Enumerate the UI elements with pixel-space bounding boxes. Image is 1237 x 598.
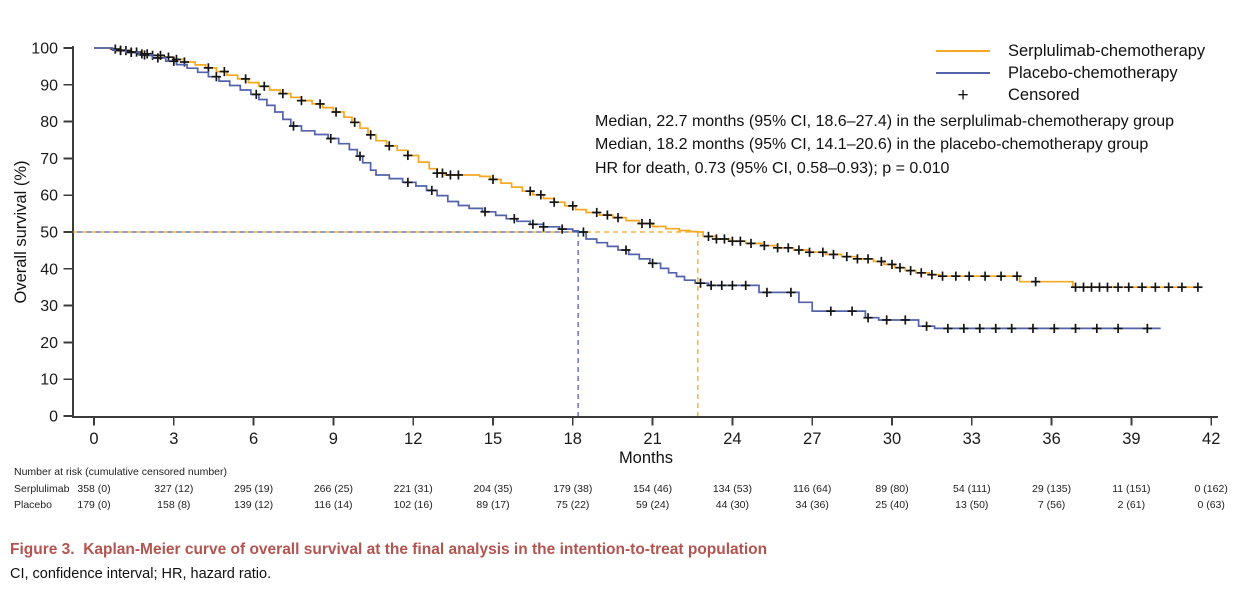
y-tick-label: 80 [40, 114, 58, 131]
x-tick-label: 15 [484, 430, 502, 448]
x-tick-label: 27 [803, 430, 821, 448]
risk-row-label-serplulimab: Serplulimab [14, 483, 70, 495]
x-tick-label: 33 [963, 430, 981, 448]
placebo-censor-marks [116, 45, 1152, 334]
risk-cell: 29 (135) [1032, 483, 1072, 495]
risk-cell: 89 (80) [875, 483, 909, 495]
median-reference-lines [73, 231, 699, 416]
risk-cell: 59 (24) [635, 499, 670, 511]
placebo-curve [94, 47, 1161, 330]
risk-row-label-placebo: Placebo [14, 499, 52, 511]
risk-cell: 179 (0) [77, 499, 111, 511]
risk-cell: 34 (36) [795, 499, 829, 511]
x-tick-label: 18 [564, 430, 582, 448]
y-tick-label: 60 [40, 188, 58, 205]
risk-table-header: Number at risk (cumulative censored numb… [14, 466, 227, 478]
risk-cell: 7 (56) [1037, 499, 1066, 511]
risk-cell: 204 (35) [473, 483, 513, 495]
y-tick-label: 20 [40, 335, 58, 352]
risk-cell: 221 (31) [393, 483, 433, 495]
risk-cell: 154 (46) [633, 483, 673, 495]
x-tick-label: 36 [1042, 430, 1060, 448]
risk-cell: 89 (17) [476, 499, 510, 511]
y-axis-title: Overall survival (%) [12, 160, 30, 303]
legend-item-serplulimab: Serplulimab-chemotherapy [930, 40, 1235, 62]
annotation-line-hazard-ratio: HR for death, 0.73 (95% CI, 0.58–0.93); … [595, 159, 950, 177]
legend-label-censored: Censored [1008, 85, 1080, 104]
x-tick-label: 42 [1202, 430, 1220, 448]
risk-cell: 179 (38) [553, 483, 593, 495]
risk-cell: 358 (0) [77, 483, 111, 495]
annotation-line-serplulimab-median: Median, 22.7 months (95% CI, 18.6–27.4) … [595, 113, 1174, 130]
risk-cell: 75 (22) [556, 499, 590, 511]
risk-cell: 327 (12) [154, 483, 194, 495]
x-tick-label: 24 [723, 430, 741, 448]
risk-cell: 116 (14) [314, 499, 353, 511]
legend: Serplulimab-chemotherapy Placebo-chemoth… [930, 40, 1235, 106]
y-tick-label: 90 [40, 77, 58, 94]
risk-cell: 13 (50) [955, 499, 989, 511]
risk-cell: 266 (25) [313, 483, 353, 495]
legend-item-placebo: Placebo-chemotherapy [930, 62, 1235, 84]
risk-cell: 11 (151) [1112, 483, 1151, 495]
x-tick-label: 12 [404, 430, 422, 448]
risk-cell: 44 (30) [715, 499, 750, 511]
risk-cell: 295 (19) [234, 483, 274, 495]
risk-cell: 158 (8) [157, 499, 191, 511]
risk-cell: 0 (162) [1194, 483, 1228, 495]
x-tick-label: 3 [169, 430, 178, 448]
censored-plus-icon: + [957, 84, 969, 106]
x-tick-label: 0 [89, 430, 98, 448]
risk-cell: 139 (12) [234, 499, 274, 511]
median-annotation: Median, 22.7 months (95% CI, 18.6–27.4) … [595, 110, 1237, 180]
legend-item-censored: + Censored [930, 84, 1235, 106]
figure-footnote: CI, confidence interval; HR, hazard rati… [10, 566, 272, 582]
figure-caption: Figure 3. Kaplan-Meier curve of overall … [10, 541, 768, 558]
x-tick-label: 30 [883, 430, 901, 448]
y-tick-label: 0 [49, 409, 58, 426]
y-tick-label: 70 [40, 151, 58, 168]
risk-cell: 116 (64) [793, 483, 832, 495]
x-axis-ticks: 0 3 6 9 12 15 18 21 24 27 30 33 36 39 42 [89, 417, 1220, 448]
placebo-line-swatch [936, 71, 990, 75]
y-axis-ticks: 0 10 20 30 40 50 60 70 80 90 100 [31, 41, 73, 426]
risk-cell: 2 (61) [1117, 499, 1146, 511]
risk-cell: 0 (63) [1197, 499, 1225, 511]
risk-cell: 25 (40) [875, 499, 909, 511]
x-tick-label: 21 [643, 430, 661, 448]
risk-cell: 102 (16) [393, 499, 433, 511]
y-tick-label: 10 [40, 372, 58, 389]
x-tick-label: 6 [249, 430, 258, 448]
x-tick-label: 39 [1122, 430, 1140, 448]
y-tick-label: 100 [31, 41, 58, 58]
legend-label-serplulimab: Serplulimab-chemotherapy [1008, 41, 1206, 60]
y-tick-label: 30 [40, 298, 58, 315]
serplulimab-line-swatch [936, 49, 990, 53]
annotation-line-placebo-median: Median, 18.2 months (95% CI, 14.1–20.6) … [595, 136, 1149, 154]
x-axis-title: Months [619, 449, 673, 466]
y-tick-label: 50 [40, 225, 58, 242]
x-tick-label: 9 [329, 430, 338, 448]
y-tick-label: 40 [40, 261, 58, 278]
legend-label-placebo: Placebo-chemotherapy [1008, 63, 1178, 82]
risk-cell: 54 (111) [953, 483, 991, 495]
risk-cell: 134 (53) [712, 483, 752, 495]
